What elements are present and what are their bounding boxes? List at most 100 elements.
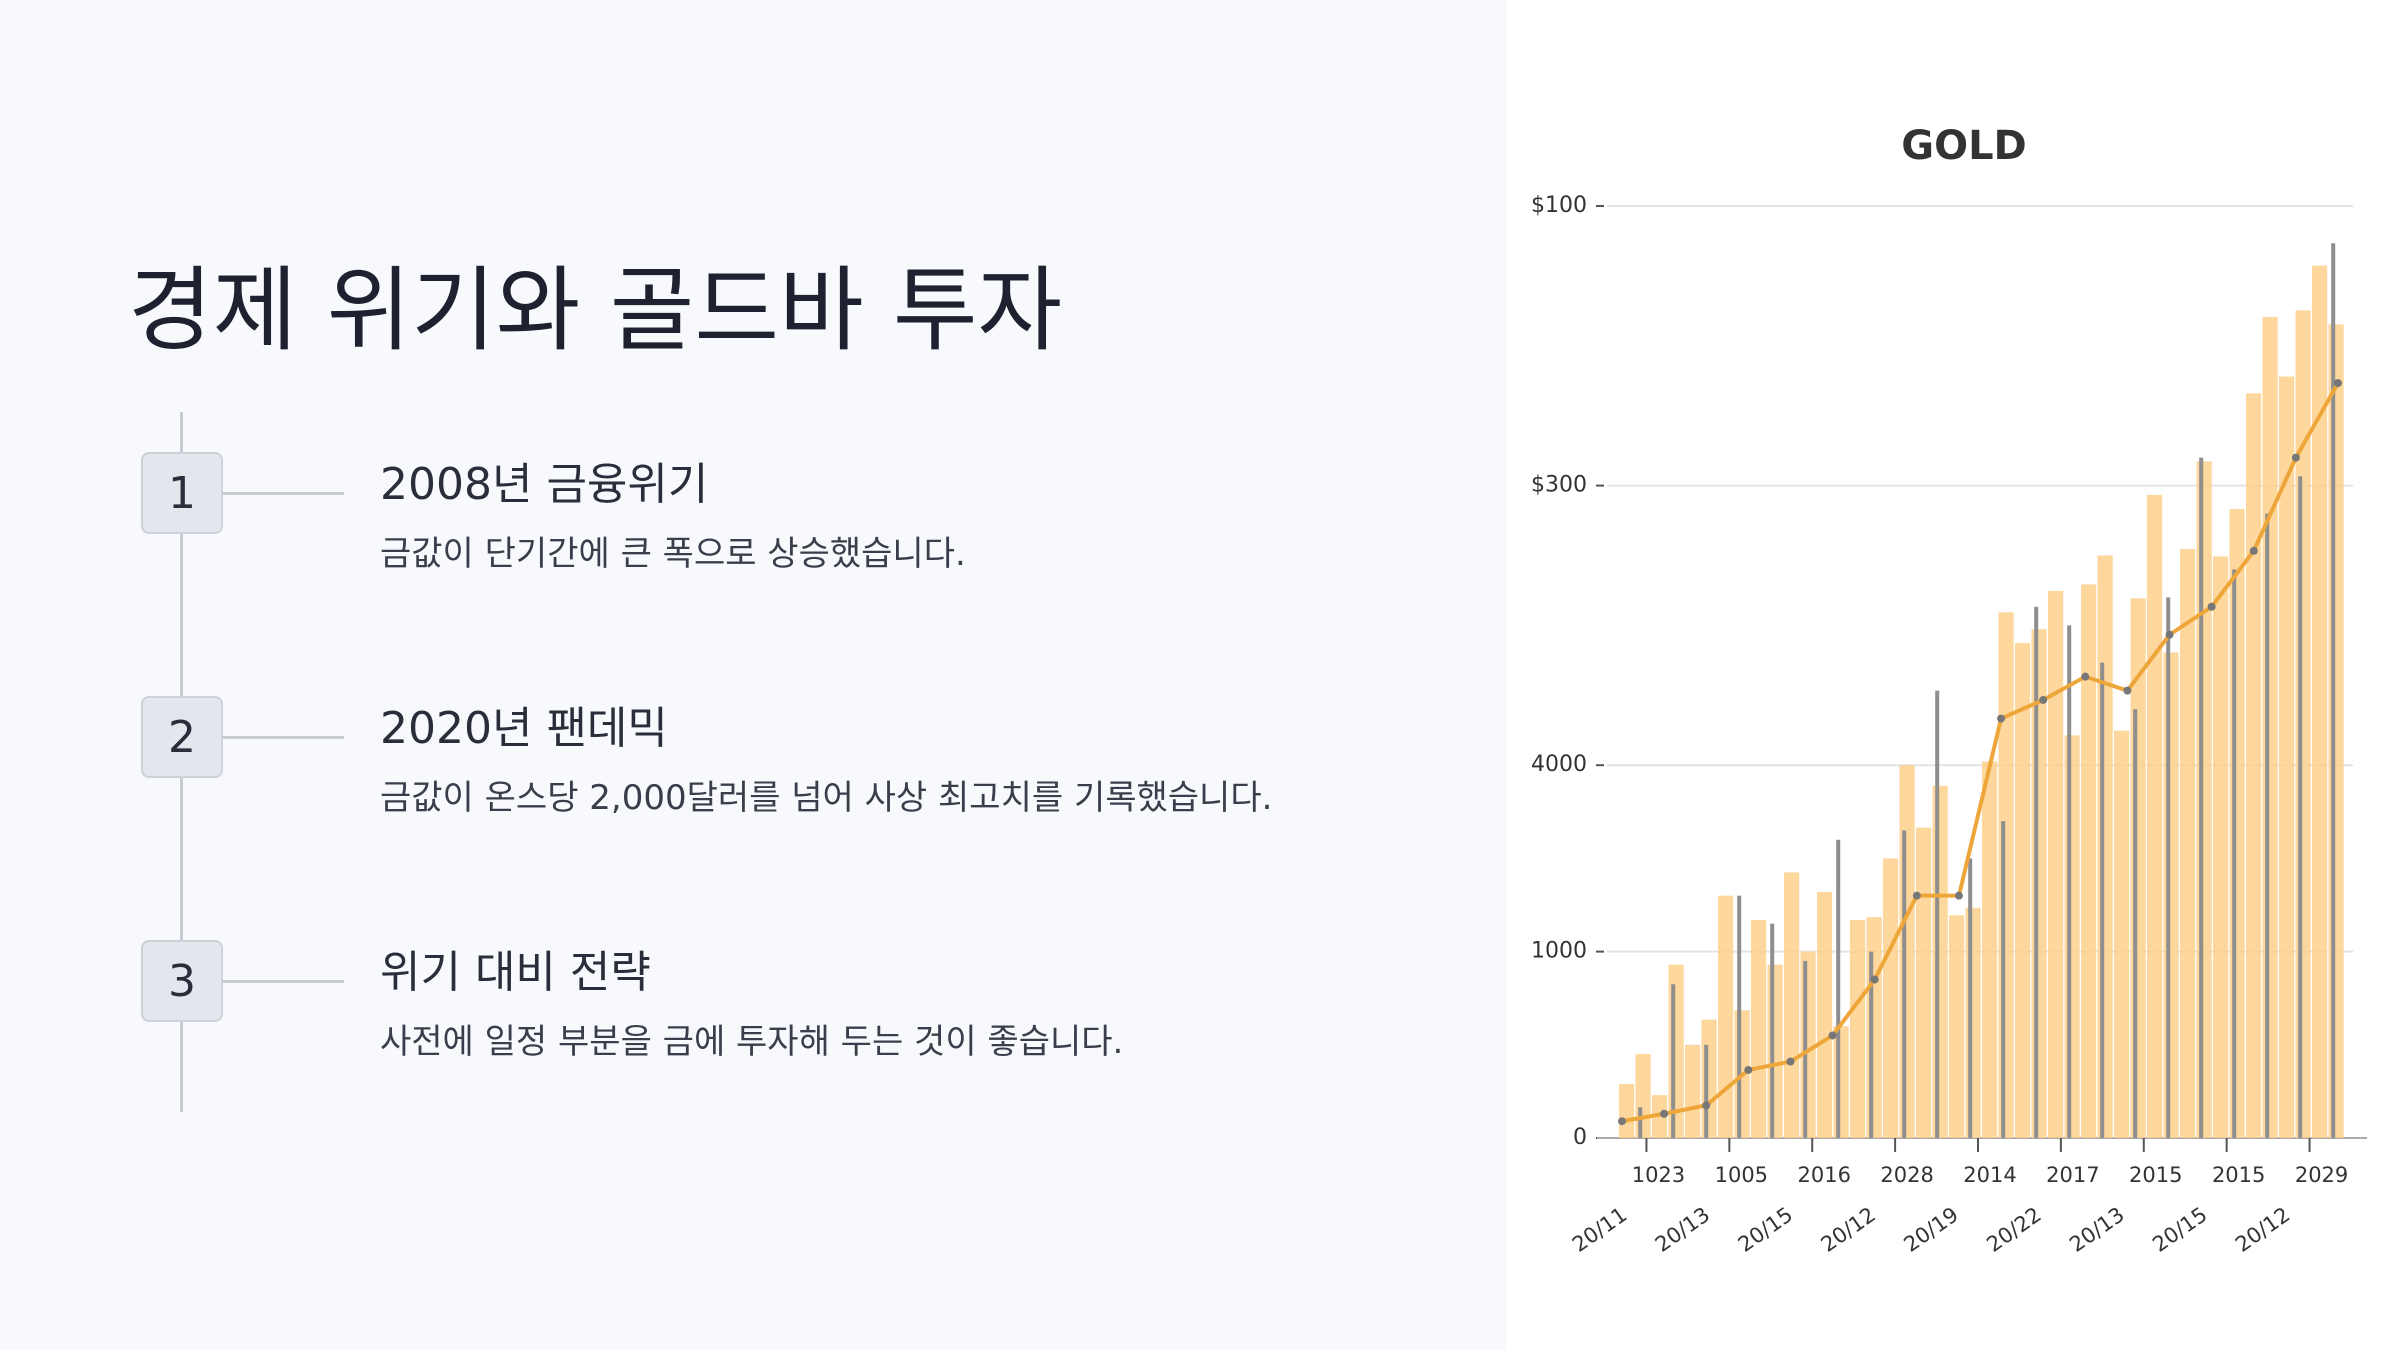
bar <box>1751 919 1767 1138</box>
spike <box>1869 951 1874 1138</box>
bar <box>2180 548 2196 1138</box>
bar <box>1833 1026 1849 1138</box>
bar <box>1965 907 1981 1138</box>
trend-point <box>2123 686 2132 695</box>
trend-point <box>2165 630 2174 639</box>
y-tick-label: $100 <box>1531 193 1587 218</box>
trend-point <box>2249 546 2258 555</box>
trend-point <box>1954 891 1963 900</box>
bar <box>2213 556 2229 1138</box>
trend-point <box>1828 1031 1837 1040</box>
bar <box>2312 265 2328 1138</box>
spike <box>2100 662 2105 1138</box>
trend-point <box>1786 1057 1795 1066</box>
y-tick-label: 1000 <box>1531 939 1587 964</box>
spike <box>2133 709 2138 1138</box>
right-panel: GOLD 0 1000 4000 $300 $100 1023 20/11 1005 20/13… <box>1507 0 2400 1350</box>
item-description: 금값이 온스당 2,000달러를 넘어 사상 최고치를 기록했습니다. <box>380 778 1273 818</box>
bar <box>1718 895 1734 1138</box>
trend-point <box>1660 1109 1669 1118</box>
spike <box>1902 830 1907 1138</box>
x-tick-label: 2015 <box>2129 1163 2182 1187</box>
trend-point <box>1912 891 1921 900</box>
spike <box>2001 821 2006 1138</box>
bar <box>2163 652 2179 1138</box>
x-sublabel: 20/13 <box>1651 1202 1714 1256</box>
item-heading: 2020년 팬데믹 <box>380 703 668 754</box>
spike <box>2331 243 2336 1138</box>
x-sublabel: 20/13 <box>2065 1202 2128 1256</box>
item-description: 금값이 단기간에 큰 폭으로 상승했습니다. <box>380 534 966 574</box>
bar <box>1635 1054 1651 1138</box>
connector <box>222 736 344 739</box>
x-sublabel: 20/11 <box>1568 1202 1631 1256</box>
connector <box>222 980 344 983</box>
y-tick-label: 0 <box>1573 1125 1587 1150</box>
step-number: 1 <box>141 452 223 534</box>
spike <box>2298 476 2303 1138</box>
trend-point <box>2039 695 2048 704</box>
trend-point <box>2291 453 2300 462</box>
trend-point <box>2207 602 2216 611</box>
x-tick-label: 1023 <box>1632 1163 1685 1187</box>
bar <box>2015 643 2031 1138</box>
trend-line <box>1621 382 2340 1124</box>
spike <box>1704 1044 1709 1138</box>
bar <box>1883 858 1899 1138</box>
trend-point <box>1870 975 1879 984</box>
bar <box>2114 730 2130 1138</box>
spike <box>2067 625 2072 1138</box>
x-sublabel: 20/15 <box>1734 1202 1797 1256</box>
bar <box>1850 919 1866 1138</box>
bar <box>1784 872 1800 1138</box>
spike <box>1770 923 1775 1138</box>
x-tick-label: 2017 <box>2046 1163 2099 1187</box>
spike <box>2034 606 2039 1138</box>
left-panel: 경제 위기와 골드바 투자 1 2008년 금융위기 금값이 단기간에 큰 폭으로 … <box>128 257 1273 1112</box>
bar <box>2048 590 2064 1138</box>
bar <box>1982 761 1998 1138</box>
spike <box>1968 858 1973 1138</box>
spike <box>1737 895 1742 1138</box>
bar <box>1800 951 1816 1138</box>
spike <box>1671 984 1676 1138</box>
item-heading: 2008년 금융위기 <box>380 459 709 510</box>
spike <box>2199 457 2204 1138</box>
bar <box>2097 555 2113 1138</box>
trend-point <box>1744 1065 1753 1074</box>
trend-point <box>1618 1117 1626 1126</box>
x-sublabel: 20/19 <box>1900 1202 1963 1256</box>
x-tick-label: 2028 <box>1880 1163 1933 1187</box>
bar <box>1916 827 1932 1138</box>
trend-point <box>1702 1101 1711 1110</box>
bar <box>1817 891 1833 1138</box>
bar <box>2081 584 2097 1138</box>
bar <box>2246 393 2262 1138</box>
bar <box>2196 461 2212 1138</box>
y-tick-label: $300 <box>1531 473 1587 498</box>
item-heading: 위기 대비 전략 <box>380 947 651 998</box>
x-sublabel: 20/12 <box>2231 1202 2294 1256</box>
chart: GOLD 010004000$300$100102320/11100520/13… <box>1531 123 2367 1257</box>
bar <box>2328 324 2344 1138</box>
step-number: 3 <box>141 940 223 1022</box>
trend-point <box>2081 672 2090 681</box>
step-number: 2 <box>141 696 223 778</box>
bar <box>2147 494 2163 1138</box>
connector <box>222 492 344 495</box>
spike <box>1638 1107 1643 1138</box>
x-tick-label: 2016 <box>1797 1163 1850 1187</box>
bar <box>1701 1019 1717 1138</box>
spike <box>1935 690 1940 1138</box>
x-sublabel: 20/22 <box>1982 1202 2045 1256</box>
spike <box>2265 513 2270 1138</box>
bar <box>2064 735 2080 1138</box>
spike <box>1803 960 1808 1138</box>
spike <box>1836 839 1841 1138</box>
spike <box>2166 597 2171 1138</box>
bar <box>2279 376 2295 1138</box>
spike <box>2232 569 2237 1138</box>
x-sublabel: 20/12 <box>1817 1202 1880 1256</box>
x-sublabel: 20/15 <box>2148 1202 2211 1256</box>
